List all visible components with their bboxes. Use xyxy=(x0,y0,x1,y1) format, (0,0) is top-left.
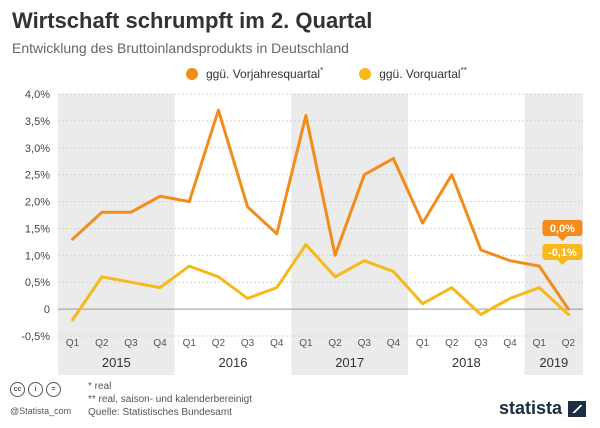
statista-logo-icon xyxy=(568,400,586,417)
x-tick-label: Q1 xyxy=(299,338,313,349)
legend-label-yoy-text: ggü. Vorjahresquartal xyxy=(206,67,321,81)
license-icons: cc i = xyxy=(10,382,61,397)
x-tick-label: Q3 xyxy=(124,338,138,349)
end-label-pointer xyxy=(557,260,568,265)
y-tick-label: 2,0% xyxy=(25,197,50,209)
legend-label-yoy: ggü. Vorjahresquartal* xyxy=(206,66,323,81)
legend-swatch-qoq xyxy=(359,67,372,80)
end-label-pointer xyxy=(557,236,568,241)
y-tick-label: -0,5% xyxy=(21,331,50,343)
series-line-qoq xyxy=(71,243,570,322)
end-label-qoq: -0,1% xyxy=(548,247,577,259)
x-tick-label: Q3 xyxy=(358,338,372,349)
series-line-yoy xyxy=(71,108,570,311)
footnote-adjusted: ** real, saison- und kalenderbereinigt xyxy=(88,394,252,405)
footer: cc i = @Statista_com * real ** real, sai… xyxy=(0,376,600,428)
y-tick-label: 0,5% xyxy=(25,277,50,289)
x-tick-label: Q1 xyxy=(533,338,547,349)
social-handle: @Statista_com xyxy=(10,406,72,416)
x-tick-label: Q1 xyxy=(66,338,80,349)
y-tick-label: 1,5% xyxy=(25,223,50,235)
y-tick-label: 3,0% xyxy=(25,143,50,155)
x-tick-label: Q4 xyxy=(503,338,517,349)
end-label-box-yoy xyxy=(542,220,583,236)
source: Quelle: Statistisches Bundesamt xyxy=(88,407,232,418)
x-tick-label: Q1 xyxy=(416,338,430,349)
chart-subtitle: Entwicklung des Bruttoinlandsprodukts in… xyxy=(12,40,349,56)
legend-sup-yoy: * xyxy=(320,66,324,75)
attribution-icon: i xyxy=(28,382,43,397)
x-tick-label: Q1 xyxy=(183,338,197,349)
chart-title: Wirtschaft schrumpft im 2. Quartal xyxy=(12,8,373,33)
year-label: 2019 xyxy=(539,355,568,370)
year-label: 2016 xyxy=(219,355,248,370)
year-label: 2015 xyxy=(102,355,131,370)
legend-item-qoq: ggü. Vorquartal** xyxy=(359,66,467,81)
legend-sup-qoq: ** xyxy=(460,66,467,75)
legend-label-qoq-text: ggü. Vorquartal xyxy=(379,67,461,81)
end-label-box-qoq xyxy=(542,244,583,260)
y-tick-label: 3,5% xyxy=(25,116,50,128)
x-tick-label: Q4 xyxy=(270,338,284,349)
y-tick-label: 2,5% xyxy=(25,170,50,182)
y-tick-label: 4,0% xyxy=(25,89,50,101)
legend-item-yoy: ggü. Vorjahresquartal* xyxy=(186,66,323,81)
y-tick-label: 1,0% xyxy=(25,250,50,262)
x-tick-label: Q2 xyxy=(328,338,342,349)
x-tick-label: Q4 xyxy=(153,338,167,349)
year-label: 2018 xyxy=(452,355,481,370)
x-tick-label: Q3 xyxy=(474,338,488,349)
x-tick-label: Q4 xyxy=(387,338,401,349)
footnote-real: * real xyxy=(88,381,112,392)
x-tick-label: Q2 xyxy=(562,338,576,349)
x-tick-label: Q2 xyxy=(212,338,226,349)
end-label-yoy: 0,0% xyxy=(550,223,575,235)
x-tick-label: Q2 xyxy=(445,338,459,349)
cc-icon: cc xyxy=(10,382,25,397)
brand-name: statista xyxy=(498,398,562,418)
x-tick-label: Q2 xyxy=(95,338,109,349)
footnotes: * real ** real, saison- und kalenderbere… xyxy=(88,380,252,419)
x-tick-label: Q3 xyxy=(241,338,255,349)
y-tick-label: 0 xyxy=(44,304,50,316)
legend: ggü. Vorjahresquartal* ggü. Vorquartal** xyxy=(186,66,467,81)
year-label: 2017 xyxy=(335,355,364,370)
no-derivatives-icon: = xyxy=(46,382,61,397)
legend-swatch-yoy xyxy=(186,67,198,80)
legend-label-qoq: ggü. Vorquartal** xyxy=(379,66,467,81)
statista-logo[interactable]: statista xyxy=(499,398,586,419)
